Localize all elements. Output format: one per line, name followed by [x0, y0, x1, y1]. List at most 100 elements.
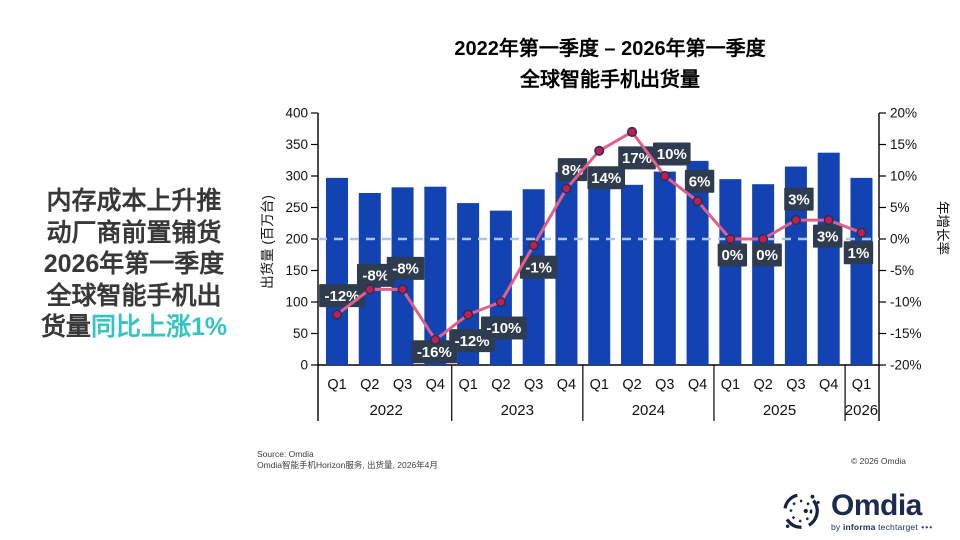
yoy-label: 3% — [817, 228, 839, 245]
quarter-label: Q1 — [327, 377, 346, 393]
yoy-label: 17% — [622, 150, 652, 167]
quarter-label: Q2 — [622, 377, 641, 393]
yoy-label: 10% — [657, 146, 687, 163]
callout-line: 内存成本上升推 — [46, 187, 222, 215]
bar-2025-Q4 — [817, 152, 840, 365]
yoy-label-box — [587, 166, 626, 190]
quarter-label: Q3 — [786, 377, 805, 393]
right-axis-tick-label: 0% — [890, 232, 910, 247]
left-axis-title: 出货量 (百万台) — [259, 195, 275, 289]
callout-line: 2026年第一季度 — [43, 250, 225, 278]
quarter-label: Q4 — [426, 377, 445, 393]
bar-2023-Q1 — [457, 203, 480, 365]
copyright-note: © 2026 Omdia — [851, 456, 906, 466]
left-axis-tick-label: 100 — [285, 295, 308, 310]
bar-2024-Q4 — [686, 160, 709, 365]
yoy-label-box — [752, 243, 782, 267]
source-line-1: Source: Omdia — [257, 449, 314, 459]
quarter-label: Q2 — [360, 377, 379, 393]
year-label: 2026 — [845, 402, 878, 419]
right-axis-tick-label: 5% — [890, 200, 910, 215]
left-axis-tick-label: 400 — [285, 106, 308, 121]
right-axis-tick-label: -5% — [890, 263, 914, 278]
bar-2022-Q1 — [326, 177, 348, 365]
callout-highlight: 同比上涨1% — [90, 313, 228, 341]
quarter-label: Q1 — [721, 377, 740, 393]
yoy-point-2025-Q1 — [725, 233, 736, 245]
yoy-point-2024-Q1 — [594, 145, 605, 156]
yoy-point-2022-Q3 — [397, 284, 408, 295]
yoy-label-box — [684, 169, 715, 193]
bar-2022-Q4 — [424, 186, 447, 365]
quarter-label: Q2 — [753, 377, 772, 393]
yoy-point-2022-Q2 — [364, 284, 375, 295]
right-axis-tick-label: -10% — [890, 295, 922, 310]
callout-last-prefix: 货量 — [40, 313, 91, 341]
year-label: 2023 — [501, 402, 534, 419]
year-label: 2025 — [763, 402, 796, 419]
quarter-label: Q3 — [393, 377, 412, 393]
yoy-label: 3% — [788, 191, 810, 208]
left-axis-tick-label: 350 — [285, 137, 308, 152]
bar-2023-Q4 — [555, 172, 578, 365]
yoy-point-2023-Q4 — [561, 183, 572, 194]
tagline-informa: informa — [842, 521, 876, 532]
left-axis-tick-label: 50 — [293, 326, 308, 341]
yoy-label-box — [519, 255, 558, 279]
callout-line: 动厂商前置铺货 — [46, 218, 222, 247]
tagline-by: by — [831, 521, 843, 532]
yoy-label-box — [813, 224, 843, 248]
yoy-label: -12% — [324, 288, 359, 305]
quarter-label: Q4 — [819, 377, 838, 393]
yoy-label: 1% — [848, 245, 870, 262]
yoy-label-box — [784, 187, 814, 211]
yoy-point-2023-Q2 — [495, 296, 506, 308]
right-axis-tick-label: 20% — [890, 106, 917, 121]
yoy-label: 14% — [591, 170, 621, 187]
yoy-point-2025-Q4 — [823, 215, 834, 226]
bar-2026-Q1 — [850, 177, 873, 365]
yoy-point-2026-Q1 — [856, 227, 867, 238]
quarter-label: Q3 — [655, 377, 674, 393]
yoy-label: 6% — [689, 173, 711, 190]
yoy-label: 0% — [756, 247, 778, 264]
bar-2024-Q2 — [621, 184, 644, 365]
right-axis-tick-label: 15% — [890, 137, 917, 152]
tagline-dots: ••• — [917, 521, 934, 532]
yoy-label-box — [356, 263, 395, 287]
quarter-label: Q1 — [590, 377, 609, 393]
yoy-point-2023-Q3 — [528, 240, 539, 251]
quarter-label: Q1 — [458, 377, 477, 393]
bar-2025-Q1 — [719, 179, 742, 365]
yoy-label: -12% — [455, 333, 490, 350]
left-axis-tick-label: 300 — [285, 169, 308, 184]
yoy-label-box — [843, 241, 874, 265]
tagline-techtarget: techtarget — [875, 521, 918, 532]
quarter-label: Q3 — [524, 377, 543, 393]
omdia-logo-icon — [783, 493, 820, 529]
yoy-point-2024-Q3 — [659, 170, 670, 182]
yoy-label: -8% — [362, 268, 389, 285]
omdia-logo: Omdia by informa techtarget ••• — [780, 490, 933, 532]
left-axis-tick-label: 0 — [300, 358, 308, 373]
yoy-label-box — [411, 340, 458, 364]
title-line-2: 全球智能手机出货量 — [520, 69, 700, 91]
yoy-label: -1% — [525, 260, 552, 277]
quarter-label: Q2 — [491, 377, 510, 393]
yoy-point-2025-Q2 — [758, 233, 769, 245]
right-axis-tick-label: -20% — [890, 358, 922, 373]
omdia-tagline: by informa techtarget ••• — [831, 522, 933, 532]
yoy-point-2025-Q3 — [790, 215, 801, 226]
yoy-point-2024-Q2 — [626, 126, 638, 137]
yoy-point-2022-Q1 — [331, 309, 343, 320]
yoy-label: -10% — [486, 320, 521, 337]
omdia-wordmark: Omdia — [831, 488, 922, 522]
page-title: 2022年第一季度 – 2026年第一季度 全球智能手机出货量 — [430, 34, 790, 96]
yoy-label: 8% — [562, 162, 584, 179]
right-axis-tick-label: 10% — [890, 169, 917, 184]
quarter-label: Q4 — [688, 377, 707, 393]
title-line-1: 2022年第一季度 – 2026年第一季度 — [454, 38, 766, 60]
yoy-label-box — [653, 142, 691, 166]
right-axis-tick-label: -15% — [890, 326, 922, 341]
